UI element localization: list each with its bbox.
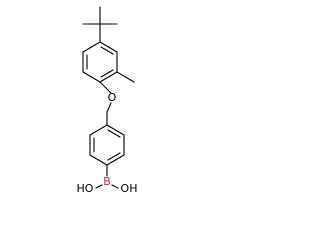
bond: [111, 184, 119, 189]
bonds: [82, 6, 135, 189]
bond: [107, 152, 121, 161]
bond: [100, 46, 114, 55]
page: O B HO OH (() => { const data = JSON.par…: [76, 6, 138, 195]
bond: [106, 102, 112, 113]
bond: [106, 124, 125, 136]
bond: [100, 69, 114, 78]
molecule-diagram: O B HO OH: [77, 6, 138, 195]
atom-label: HO: [77, 182, 94, 195]
bond: [116, 71, 135, 83]
bond: [89, 154, 108, 166]
bond: [89, 124, 108, 136]
atom-label: O: [108, 91, 117, 104]
bond: [106, 154, 125, 166]
atom-label: B: [103, 175, 111, 188]
bond: [107, 129, 121, 138]
bond: [95, 184, 103, 189]
bond: [99, 71, 118, 83]
bond: [82, 71, 101, 83]
atom-label: OH: [121, 182, 138, 195]
bond: [99, 81, 112, 94]
bond: [99, 41, 118, 53]
bond: [82, 41, 101, 53]
